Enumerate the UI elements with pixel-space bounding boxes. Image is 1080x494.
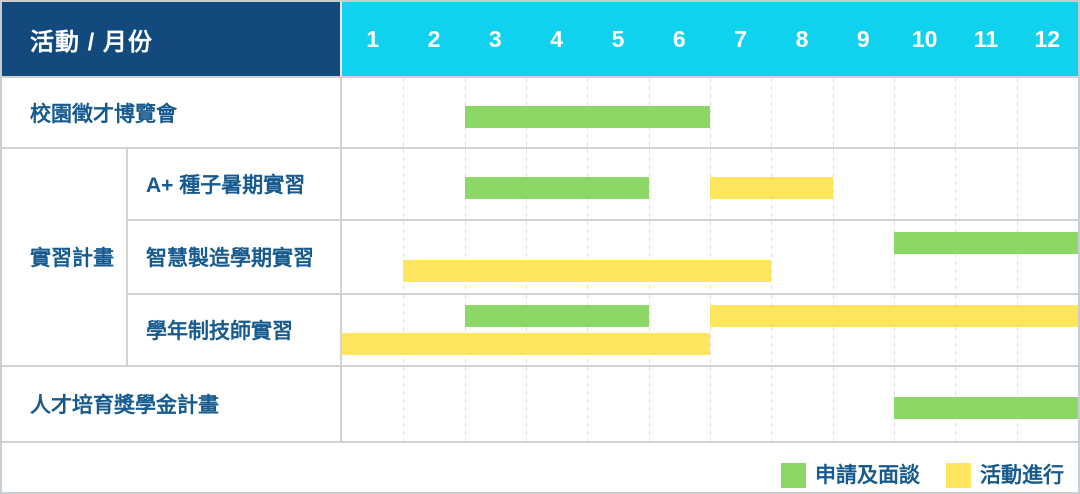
row-chart — [340, 78, 1078, 149]
legend-label-apply: 申請及面談 — [815, 464, 920, 487]
group-label: 實習計畫 — [2, 149, 126, 367]
gantt-bar-active — [710, 177, 833, 199]
header-corner-cell: 活動 / 月份 — [2, 2, 342, 76]
month-label-8: 8 — [795, 25, 809, 52]
month-gridline — [771, 367, 773, 441]
month-gridline — [1016, 78, 1018, 147]
gantt-bar-apply — [464, 305, 649, 327]
row-label: 校園徵才博覽會 — [2, 78, 340, 149]
header-corner-label: 活動 / 月份 — [30, 28, 154, 56]
month-gridline — [955, 78, 957, 147]
gantt-bar-active — [342, 333, 710, 355]
month-gridline — [832, 149, 834, 219]
month-gridline — [648, 149, 650, 219]
month-gridline — [955, 295, 957, 365]
legend: 申請及面談 活動進行 — [2, 443, 1078, 492]
month-label-1: 1 — [366, 25, 380, 52]
gantt-bar-apply — [894, 397, 1078, 419]
row-chart — [340, 221, 1078, 295]
month-label-6: 6 — [672, 25, 686, 52]
month-gridline — [526, 295, 527, 365]
month-gridline — [403, 221, 405, 293]
month-header: 1 2 3 4 5 6 7 8 9 10 11 12 — [342, 2, 1078, 76]
month-gridline — [832, 367, 834, 441]
month-gridline — [403, 295, 405, 365]
month-gridline — [710, 221, 711, 293]
row-label: 學年制技師實習 — [126, 295, 340, 367]
month-gridline — [894, 149, 895, 219]
gantt-bar-apply — [894, 232, 1078, 254]
legend-swatch-active — [946, 463, 971, 488]
gantt-body: 校園徵才博覽會 實習計畫 A+ 種子暑期實習 智慧製造學期實習 學年制技師實習 人才培育獎… — [2, 78, 1078, 443]
month-gridline — [587, 221, 589, 293]
month-gridline — [464, 367, 466, 441]
row-chart — [340, 149, 1078, 221]
month-gridline — [894, 78, 895, 147]
month-gridline — [771, 78, 773, 147]
month-gridline — [464, 295, 466, 365]
month-label-2: 2 — [427, 25, 441, 52]
month-gridline — [1016, 221, 1018, 293]
legend-label-active: 活動進行 — [980, 464, 1064, 487]
gantt-bar-active — [403, 260, 772, 282]
month-gridline — [403, 78, 405, 147]
row-chart — [340, 295, 1078, 367]
legend-item-apply: 申請及面談 — [781, 463, 920, 488]
gantt-bar-apply — [464, 177, 649, 199]
month-label-12: 12 — [1034, 25, 1061, 52]
month-gridline — [771, 295, 773, 365]
month-label-4: 4 — [550, 25, 564, 52]
gantt-bar-apply — [464, 105, 710, 128]
row-chart — [340, 367, 1078, 443]
month-gridline — [894, 221, 895, 293]
month-label-7: 7 — [734, 25, 748, 52]
month-gridline — [464, 221, 466, 293]
month-gridline — [1016, 149, 1018, 219]
month-gridline — [771, 221, 773, 293]
month-gridline — [894, 295, 895, 365]
month-gridline — [955, 221, 957, 293]
row-label: 人才培育獎學金計畫 — [2, 367, 340, 443]
legend-item-active: 活動進行 — [946, 463, 1064, 488]
month-gridline — [1016, 295, 1018, 365]
month-gridline — [526, 221, 527, 293]
month-gridline — [648, 221, 650, 293]
month-gridline — [403, 367, 405, 441]
month-label-10: 10 — [911, 25, 938, 52]
month-label-11: 11 — [973, 25, 999, 52]
table-header: 活動 / 月份 1 2 3 4 5 6 7 8 9 10 11 12 — [2, 2, 1078, 78]
month-gridline — [526, 367, 527, 441]
month-label-3: 3 — [488, 25, 502, 52]
legend-swatch-apply — [781, 463, 806, 488]
row-label: A+ 種子暑期實習 — [126, 149, 340, 221]
month-gridline — [832, 78, 834, 147]
month-gridline — [955, 149, 957, 219]
row-label: 智慧製造學期實習 — [126, 221, 340, 295]
month-gridline — [648, 367, 650, 441]
month-gridline — [832, 295, 834, 365]
month-gridline — [648, 295, 650, 365]
month-gridline — [710, 367, 711, 441]
month-gridline — [587, 295, 589, 365]
month-gridline — [403, 149, 405, 219]
month-gridline — [710, 78, 711, 147]
month-gridline — [587, 367, 589, 441]
gantt-bar-active — [710, 305, 1078, 327]
month-gridline — [710, 295, 711, 365]
month-label-9: 9 — [856, 25, 870, 52]
month-label-5: 5 — [611, 25, 625, 52]
month-gridline — [832, 221, 834, 293]
